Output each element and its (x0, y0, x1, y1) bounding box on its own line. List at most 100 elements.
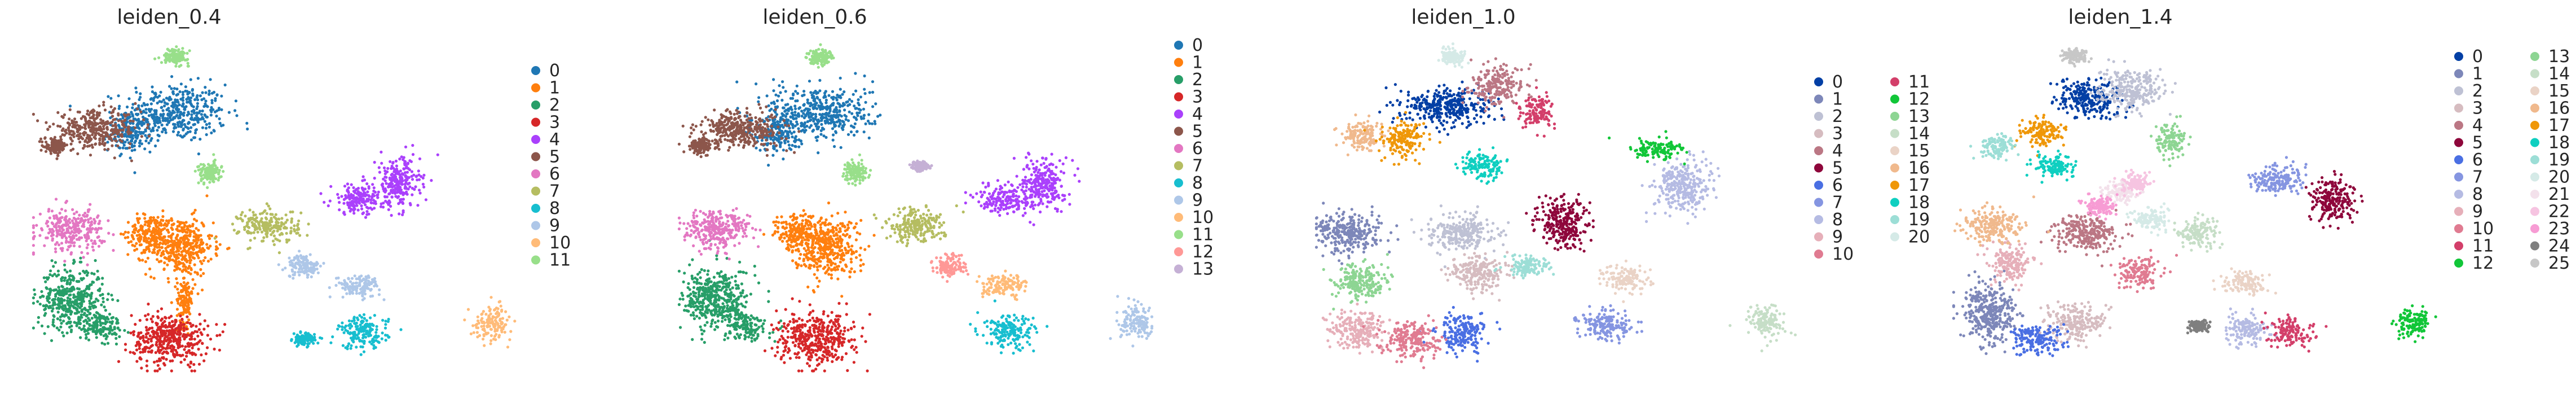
data-point (497, 326, 500, 329)
data-point (197, 340, 200, 344)
data-point (95, 336, 98, 339)
data-point (789, 115, 792, 119)
data-point (90, 239, 93, 242)
data-point (867, 113, 871, 116)
data-point (32, 224, 35, 228)
data-point (384, 339, 387, 342)
data-point (121, 134, 124, 138)
data-point (60, 216, 64, 219)
data-point (357, 331, 360, 335)
data-point (349, 280, 352, 283)
data-point (383, 169, 387, 173)
data-point (73, 312, 77, 315)
data-point (361, 345, 364, 349)
data-point (160, 106, 163, 110)
data-point (59, 135, 63, 138)
data-point (197, 181, 200, 185)
data-point (417, 169, 420, 173)
data-point (299, 331, 302, 334)
data-point (369, 327, 372, 331)
data-point (193, 98, 197, 102)
data-point (198, 246, 201, 250)
data-point (175, 351, 179, 354)
data-point (51, 298, 54, 302)
data-point (133, 225, 136, 228)
data-point (292, 259, 295, 262)
data-point (69, 137, 73, 141)
data-point (253, 237, 257, 240)
data-point (187, 363, 190, 366)
data-point (88, 299, 91, 303)
data-point (151, 251, 155, 254)
data-point (139, 225, 143, 229)
data-point (116, 318, 119, 322)
data-point (156, 216, 160, 219)
data-point (197, 119, 200, 122)
data-point (201, 288, 204, 292)
data-point (207, 247, 210, 250)
data-point (149, 129, 153, 133)
data-point (74, 234, 78, 237)
data-point (105, 126, 108, 130)
data-point (222, 170, 225, 173)
data-point (348, 198, 351, 201)
data-point (51, 323, 55, 326)
data-point (399, 169, 402, 173)
data-point (280, 217, 284, 220)
data-point (142, 102, 145, 105)
data-point (110, 322, 114, 325)
data-point (210, 101, 214, 104)
data-point (130, 314, 133, 317)
data-point (378, 288, 381, 291)
data-point (171, 130, 175, 133)
data-point (173, 104, 177, 108)
data-point (80, 304, 83, 308)
data-point (161, 219, 165, 222)
data-point (87, 221, 90, 224)
data-point (163, 332, 166, 335)
data-point (287, 238, 291, 242)
data-point (162, 241, 165, 244)
data-point (309, 262, 313, 265)
data-point (167, 230, 170, 234)
data-point (358, 193, 361, 196)
data-point (150, 113, 153, 116)
data-point (824, 135, 828, 139)
data-point (136, 219, 140, 222)
data-point (44, 280, 47, 283)
data-point (134, 344, 138, 347)
data-point (350, 325, 354, 328)
data-point (175, 314, 179, 317)
data-point (55, 234, 59, 238)
data-point (140, 366, 143, 370)
data-point (381, 318, 385, 322)
data-point (202, 173, 205, 177)
data-point (187, 100, 191, 104)
data-point (104, 337, 108, 340)
data-point (63, 113, 66, 116)
data-point (361, 197, 365, 200)
data-point (368, 330, 372, 334)
data-point (346, 330, 350, 333)
data-point (179, 304, 182, 307)
data-point (205, 133, 208, 137)
data-point (260, 230, 264, 234)
data-point (188, 49, 191, 53)
data-point (142, 118, 145, 121)
data-point (179, 321, 182, 325)
data-point (149, 350, 152, 353)
data-point (113, 156, 116, 160)
data-point (430, 179, 433, 182)
data-point (136, 124, 139, 127)
data-point (91, 108, 95, 112)
data-point (193, 263, 196, 266)
data-point (188, 343, 192, 347)
data-point (200, 221, 204, 225)
data-point (189, 243, 192, 247)
data-point (178, 263, 181, 266)
data-point (117, 360, 121, 364)
data-point (86, 263, 89, 266)
data-point (42, 295, 45, 298)
data-point (201, 167, 204, 170)
data-point (369, 295, 372, 298)
